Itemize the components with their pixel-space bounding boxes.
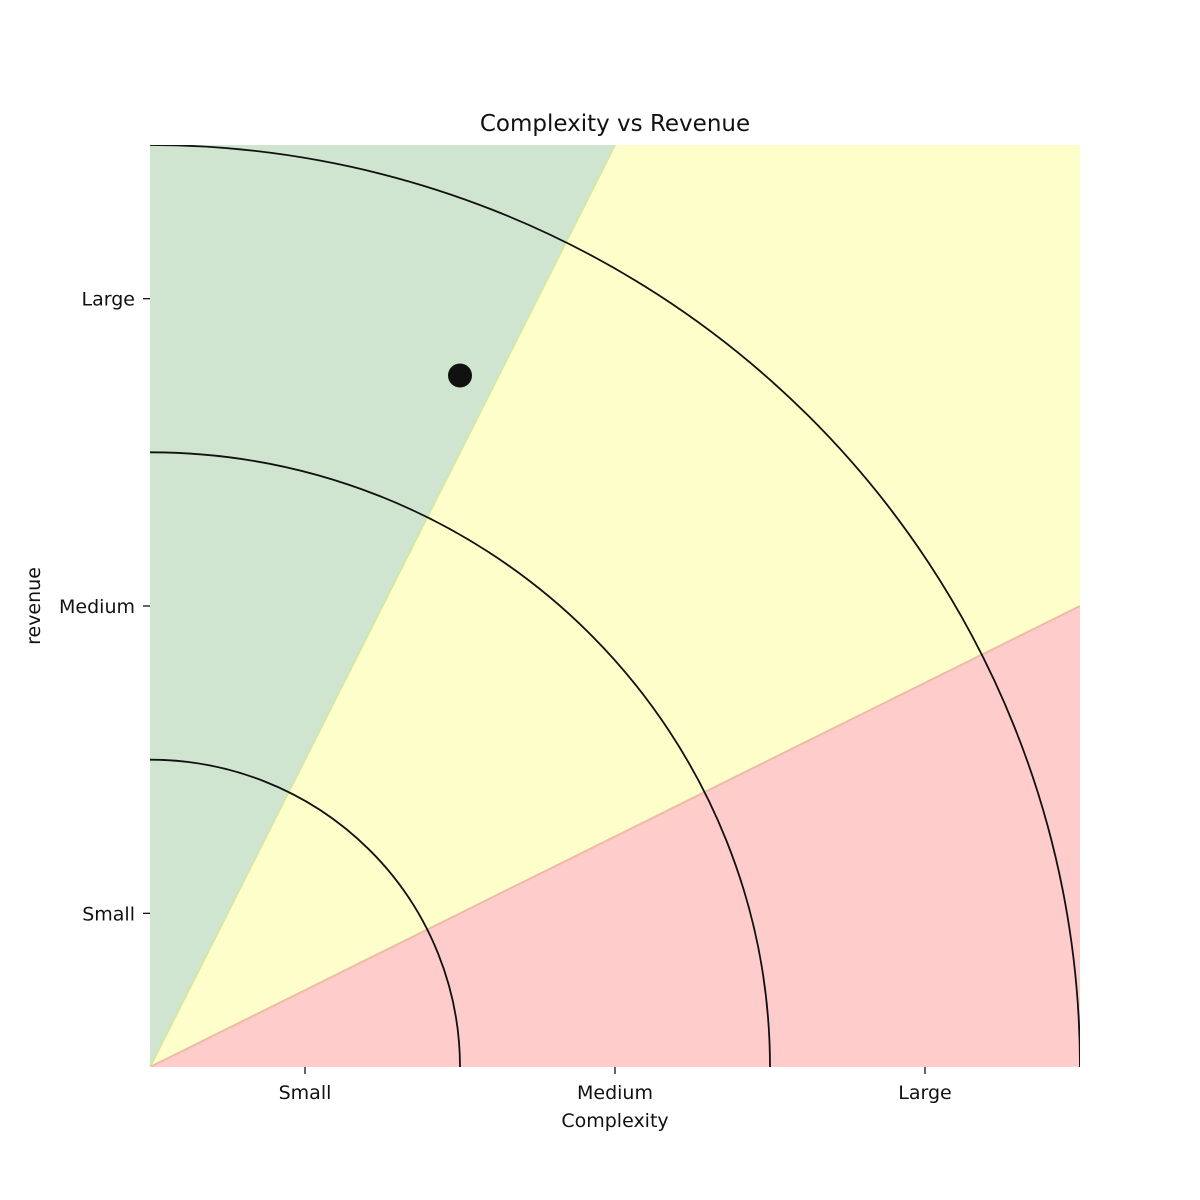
plot-area <box>150 145 1080 1067</box>
y-tick-label-2: Medium <box>59 596 135 618</box>
y-tick-label-3: Large <box>82 289 135 311</box>
arc-1 <box>150 758 461 1067</box>
arc-layer <box>150 145 1080 1067</box>
chart-title: Complexity vs Revenue <box>480 111 750 137</box>
x-tick-label-2: Medium <box>577 1082 653 1104</box>
arc-3 <box>150 145 1080 1067</box>
data-point-1 <box>448 363 472 388</box>
y-axis: Small Medium Large <box>59 289 150 925</box>
boundary-green <box>150 145 616 1067</box>
x-axis: Small Medium Large <box>279 1067 952 1104</box>
x-axis-title: Complexity <box>561 1110 668 1132</box>
y-tick-label-1: Small <box>82 903 135 925</box>
x-tick-label-1: Small <box>279 1082 332 1104</box>
boundary-red <box>150 605 1080 1067</box>
region-layer <box>150 145 1080 1067</box>
arc-2 <box>150 451 771 1067</box>
y-axis-title: revenue <box>23 567 45 645</box>
point-layer <box>448 363 472 388</box>
x-tick-label-3: Large <box>898 1082 951 1104</box>
